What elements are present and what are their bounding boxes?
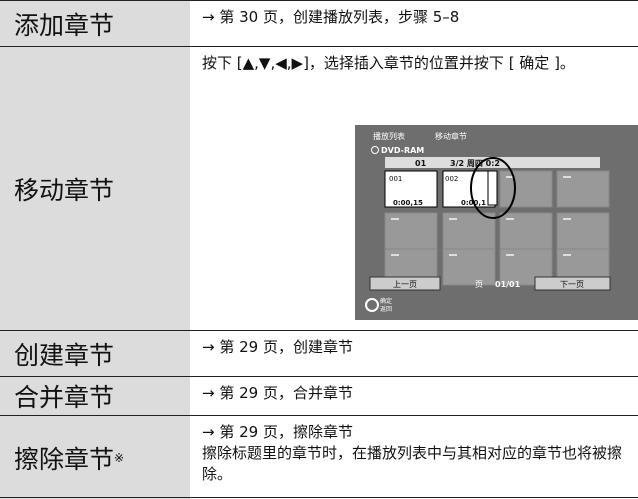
screen-date: 3/2 周四 0:2 [450,159,500,168]
table-row: 擦除章节 ※ → 第 29 页，擦除章节 擦除标题里的章节时，在播放列表中与其相对应的… [0,415,638,499]
table-row: 移动章节 按下 [▲,▼,◀,▶]，选择插入章节的位置并按下 [ 确定 ]。 [0,46,638,330]
thumb-time: 0:00,15 [393,199,423,207]
highlight [470,157,516,219]
screen-title: 播放列表 [373,131,405,141]
text-line: → 第 29 页，擦除章节 [202,423,353,441]
row-text: → 第 29 页，创建章节 [202,337,634,358]
table-row: 创建章节 → 第 29 页，创建章节 [0,330,638,376]
thumbnail [384,170,438,208]
page-label: 页 [475,280,483,289]
text-line: → 第 29 页，合并章节 [202,384,353,402]
text-line: → 第 29 页，创建章节 [202,338,353,356]
disc-icon [371,146,379,154]
rule [0,497,638,498]
text-line: 按下 [▲,▼,◀,▶]，选择插入章节的位置并按下 [ 确定 ]。 [202,54,575,72]
page-number: 01/01 [495,280,521,289]
text-line: 擦除标题里的章节时，在播放列表中与其相对应的章节也将被擦除。 [202,444,623,483]
label-text: 创建章节 [14,340,115,370]
table-row: 合并章节 → 第 29 页，合并章节 [0,376,638,415]
row-label: 移动章节 [0,47,190,330]
screen: 播放列表 移动章节 DVD-RAM 01 3/2 周四 0:2 001 002 … [355,125,638,320]
text-line: → 第 30 页，创建播放列表，步骤 5–8 [202,8,460,26]
insert-cursor [487,170,498,206]
hint: 返回 [380,306,392,313]
info-bar [385,157,600,168]
screen-disc: DVD-RAM [381,146,424,155]
row-label: 擦除章节 ※ [0,416,190,499]
row-text: → 第 29 页，合并章节 [202,383,634,404]
row-label: 创建章节 [0,331,190,376]
table-row: 添加章节 → 第 30 页，创建播放列表，步骤 5–8 [0,0,638,46]
row-text: 按下 [▲,▼,◀,▶]，选择插入章节的位置并按下 [ 确定 ]。 [202,53,634,74]
row-label: 合并章节 [0,377,190,415]
label-text: 移动章节 [14,175,115,205]
screen-number: 01 [415,159,427,168]
label-text: 擦除章节 [14,444,115,474]
label-text: 合并章节 [14,383,115,412]
button [369,276,441,291]
button [534,276,611,291]
row-text: → 第 29 页，擦除章节擦除标题里的章节时，在播放列表中与其相对应的章节也将被… [202,422,634,485]
thumb-label: 001 [389,175,402,183]
button-label: 下一页 [560,280,584,289]
hint: 确定 [380,297,392,305]
row-text: → 第 30 页，创建播放列表，步骤 5–8 [202,7,634,28]
remote-icon [365,298,379,312]
button-label: 上一页 [393,280,417,289]
footnote-mark: ※ [114,450,125,465]
label-text: 添加章节 [14,10,115,40]
row-label: 添加章节 [0,1,190,46]
thumb-label: 002 [445,175,458,183]
screen-mode: 移动章节 [435,131,467,141]
